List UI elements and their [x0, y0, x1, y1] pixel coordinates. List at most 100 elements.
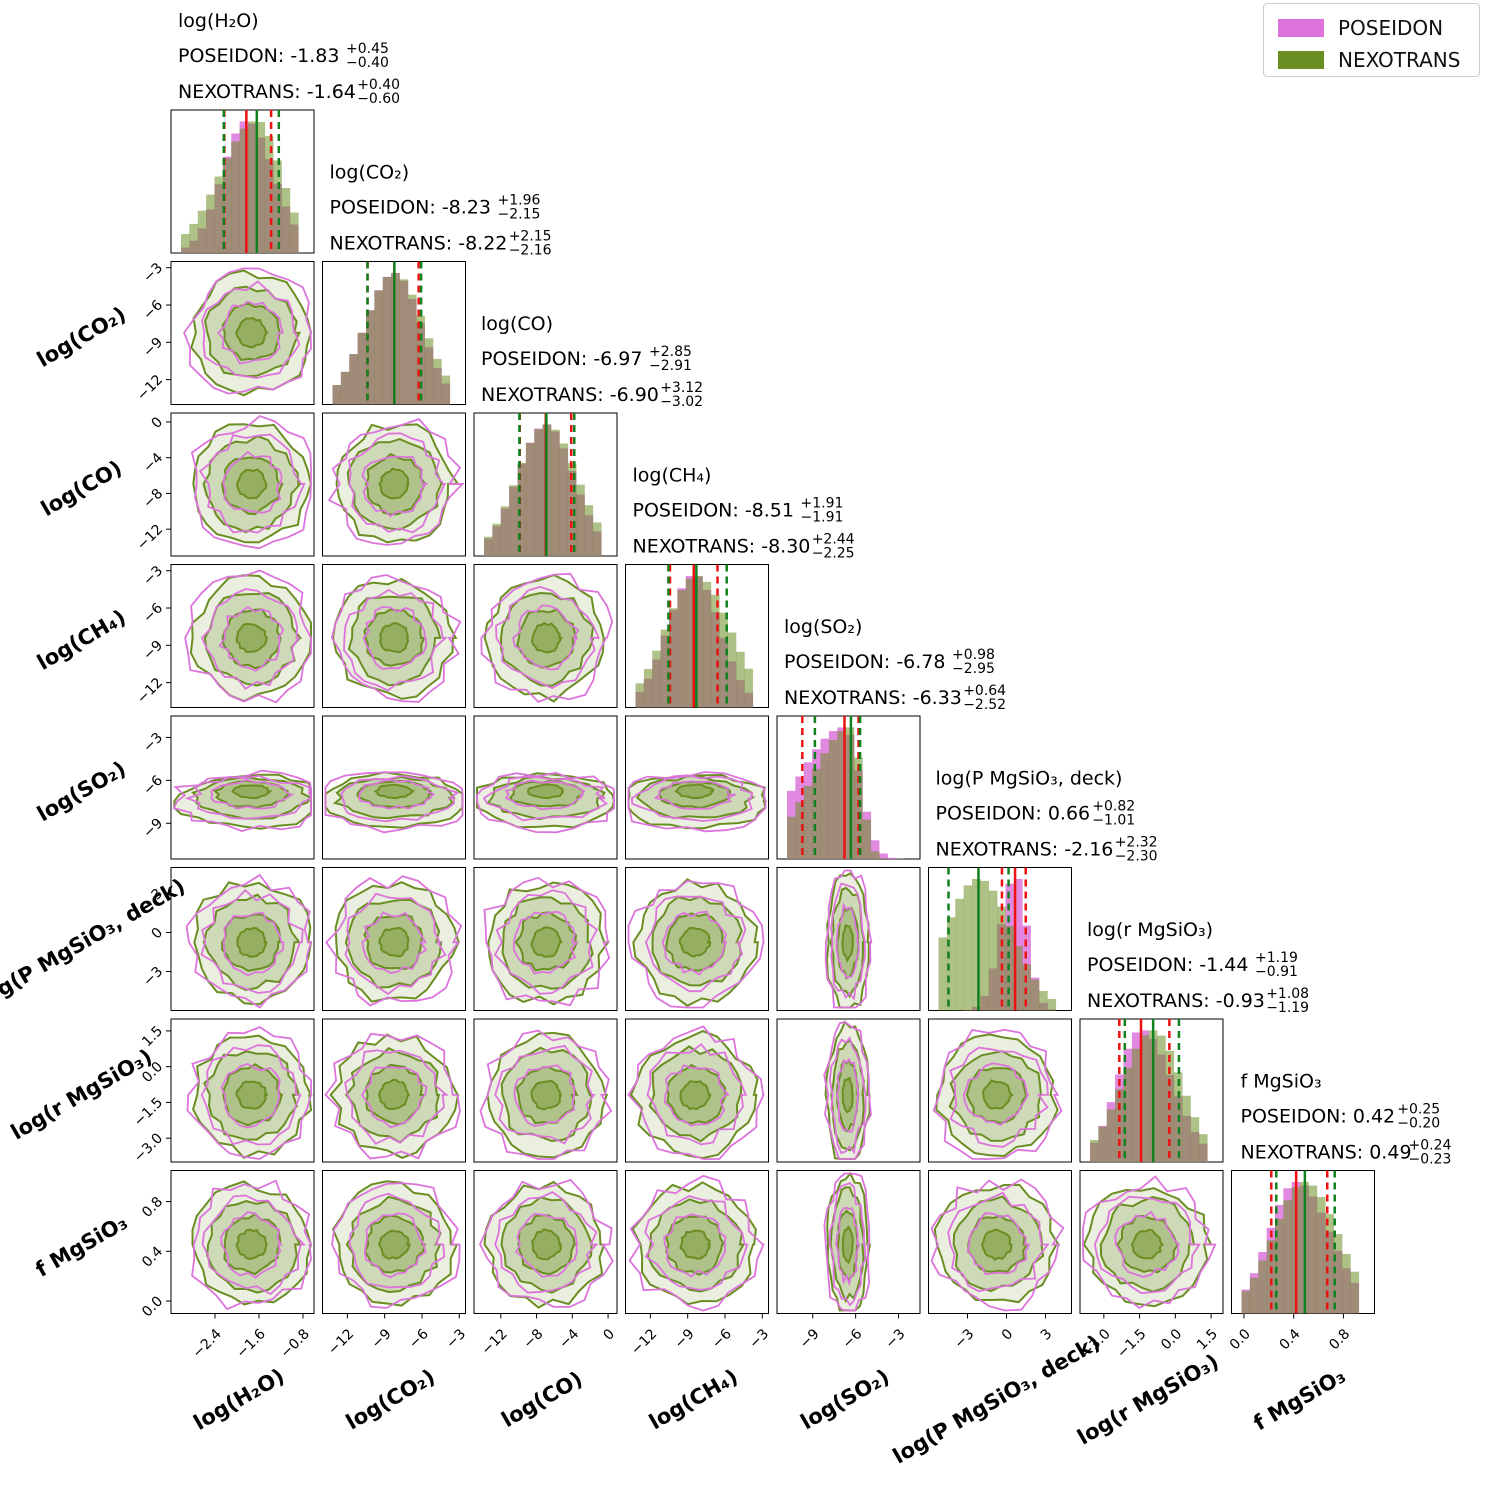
- y-axis-label: log(SO₂): [33, 757, 130, 827]
- param-error-minus: −2.52: [963, 697, 1006, 713]
- contour-poseidon: [344, 892, 447, 996]
- contour-nexotrans: [841, 1225, 854, 1265]
- hist-bar-nexotrans: [525, 442, 535, 556]
- contour-nexotrans: [841, 1076, 854, 1114]
- hist-bar-nexotrans: [795, 802, 805, 859]
- param-error-minus: −2.15: [498, 207, 541, 223]
- hist-bar-nexotrans: [1249, 1277, 1259, 1314]
- hist-bar-nexotrans: [1131, 1048, 1141, 1162]
- contour-poseidon: [327, 418, 465, 546]
- panel-7-7: f MgSiO₃ POSEIDON: 0.42 +0.25−0.20 NEXOTRAN…: [1227, 1071, 1452, 1436]
- x-axis-label: f MgSiO₃: [1249, 1364, 1349, 1436]
- contour-poseidon: [362, 606, 428, 670]
- param-value: POSEIDON: -1.83: [178, 45, 339, 67]
- contour-nexotrans: [235, 622, 269, 654]
- contour-poseidon: [222, 911, 285, 977]
- param-error-plus: +2.44: [812, 532, 855, 548]
- contour-nexotrans: [378, 926, 410, 958]
- contour-nexotrans: [236, 468, 268, 500]
- contour-nexotrans: [235, 317, 269, 349]
- hist-bar-nexotrans: [1190, 1117, 1200, 1162]
- hist-bar-nexotrans: [1013, 945, 1023, 1011]
- hist-bar-nexotrans: [1275, 1219, 1284, 1314]
- panel-7-4: −9 −6 −3 log(SO₂): [776, 1170, 921, 1434]
- contour-nexotrans: [526, 783, 564, 800]
- contour-poseidon: [331, 1182, 461, 1309]
- hist-bar-nexotrans: [239, 128, 249, 253]
- contour-poseidon: [184, 774, 313, 820]
- param-error-plus: +2.32: [1115, 835, 1158, 851]
- contour-nexotrans: [981, 1228, 1013, 1261]
- param-title: f MgSiO₃: [1241, 1071, 1322, 1093]
- legend-label-poseidon: POSEIDON: [1338, 16, 1444, 40]
- contour-poseidon: [663, 1064, 730, 1127]
- panel-3-2: [473, 564, 618, 708]
- contour-poseidon: [823, 1172, 871, 1312]
- contour-poseidon: [932, 1028, 1063, 1160]
- contour-nexotrans: [965, 1067, 1030, 1125]
- hist-bar-nexotrans: [1333, 1234, 1343, 1314]
- panel-6-1: [322, 1018, 466, 1163]
- hist-bar-nexotrans: [534, 429, 543, 556]
- contour-nexotrans: [666, 1063, 728, 1125]
- hist-bar-nexotrans: [231, 141, 240, 253]
- param-error-plus: +1.91: [801, 496, 844, 512]
- param-error-plus: +2.85: [649, 344, 692, 360]
- hist-bar-nexotrans: [710, 594, 720, 708]
- contour-poseidon: [200, 1044, 302, 1146]
- param-value: NEXOTRANS: 0.49: [1241, 1142, 1412, 1164]
- hist-bar-nexotrans: [206, 194, 215, 253]
- contour-poseidon: [348, 1192, 446, 1289]
- x-tick-label: 0.4: [1277, 1326, 1304, 1353]
- hist-bar-nexotrans: [214, 176, 224, 253]
- legend-swatch-nexotrans: [1278, 51, 1324, 69]
- contour-poseidon: [325, 875, 463, 1007]
- hist-bar-nexotrans: [1325, 1214, 1334, 1314]
- contour-nexotrans: [499, 591, 595, 687]
- contour-nexotrans: [365, 452, 427, 516]
- hist-bar-nexotrans: [972, 878, 981, 1011]
- hist-bar-nexotrans: [349, 354, 358, 405]
- param-error-plus: +0.45: [346, 41, 389, 57]
- hist-bar-nexotrans: [828, 740, 838, 859]
- x-axis-label: log(CO): [497, 1367, 586, 1432]
- param-error-minus: −0.20: [1397, 1116, 1440, 1132]
- x-tick-label: −3.0: [1078, 1326, 1113, 1361]
- panel-6-5: [928, 1018, 1072, 1163]
- hist-bar-nexotrans: [441, 375, 451, 405]
- param-error-plus: +0.64: [963, 683, 1006, 699]
- x-tick-label: −3: [443, 1326, 469, 1352]
- x-axis-label: log(H₂O): [189, 1364, 288, 1435]
- contour-poseidon: [340, 775, 460, 823]
- y-tick-label: −6: [140, 773, 166, 799]
- contour-poseidon: [191, 1179, 313, 1311]
- x-axis-label: log(CO₂): [342, 1364, 439, 1434]
- y-tick-label: −12: [134, 372, 166, 404]
- contour-poseidon: [627, 879, 765, 1009]
- hist-bar-nexotrans: [1342, 1253, 1351, 1314]
- contour-poseidon: [478, 1178, 614, 1308]
- contour-nexotrans: [377, 1229, 412, 1260]
- hist-bar-nexotrans: [694, 575, 703, 708]
- param-error-minus: −0.40: [346, 55, 389, 71]
- param-error-plus: +3.12: [660, 380, 703, 396]
- contour-poseidon: [828, 1182, 867, 1307]
- hist-bar-nexotrans: [803, 785, 813, 859]
- hist-bar-nexotrans: [1266, 1240, 1276, 1314]
- param-error-plus: +1.19: [1255, 950, 1298, 966]
- y-tick-label: −9: [140, 638, 166, 664]
- panel-7-2: −12 −8 −4 0 log(CO): [473, 1170, 618, 1432]
- y-tick-label: −3: [140, 964, 166, 990]
- hist-bar-nexotrans: [1182, 1095, 1191, 1162]
- param-value: NEXOTRANS: -8.22: [330, 233, 508, 255]
- y-tick-label: −3: [140, 260, 166, 286]
- param-error-minus: −1.01: [1092, 813, 1135, 829]
- x-tick-label: 3: [1038, 1326, 1056, 1344]
- panel-frame: [1079, 1170, 1224, 1314]
- hist-bar-nexotrans: [289, 212, 299, 253]
- contour-poseidon: [220, 1211, 283, 1279]
- y-tick-label: 0.4: [139, 1243, 166, 1270]
- contour-poseidon: [653, 780, 736, 810]
